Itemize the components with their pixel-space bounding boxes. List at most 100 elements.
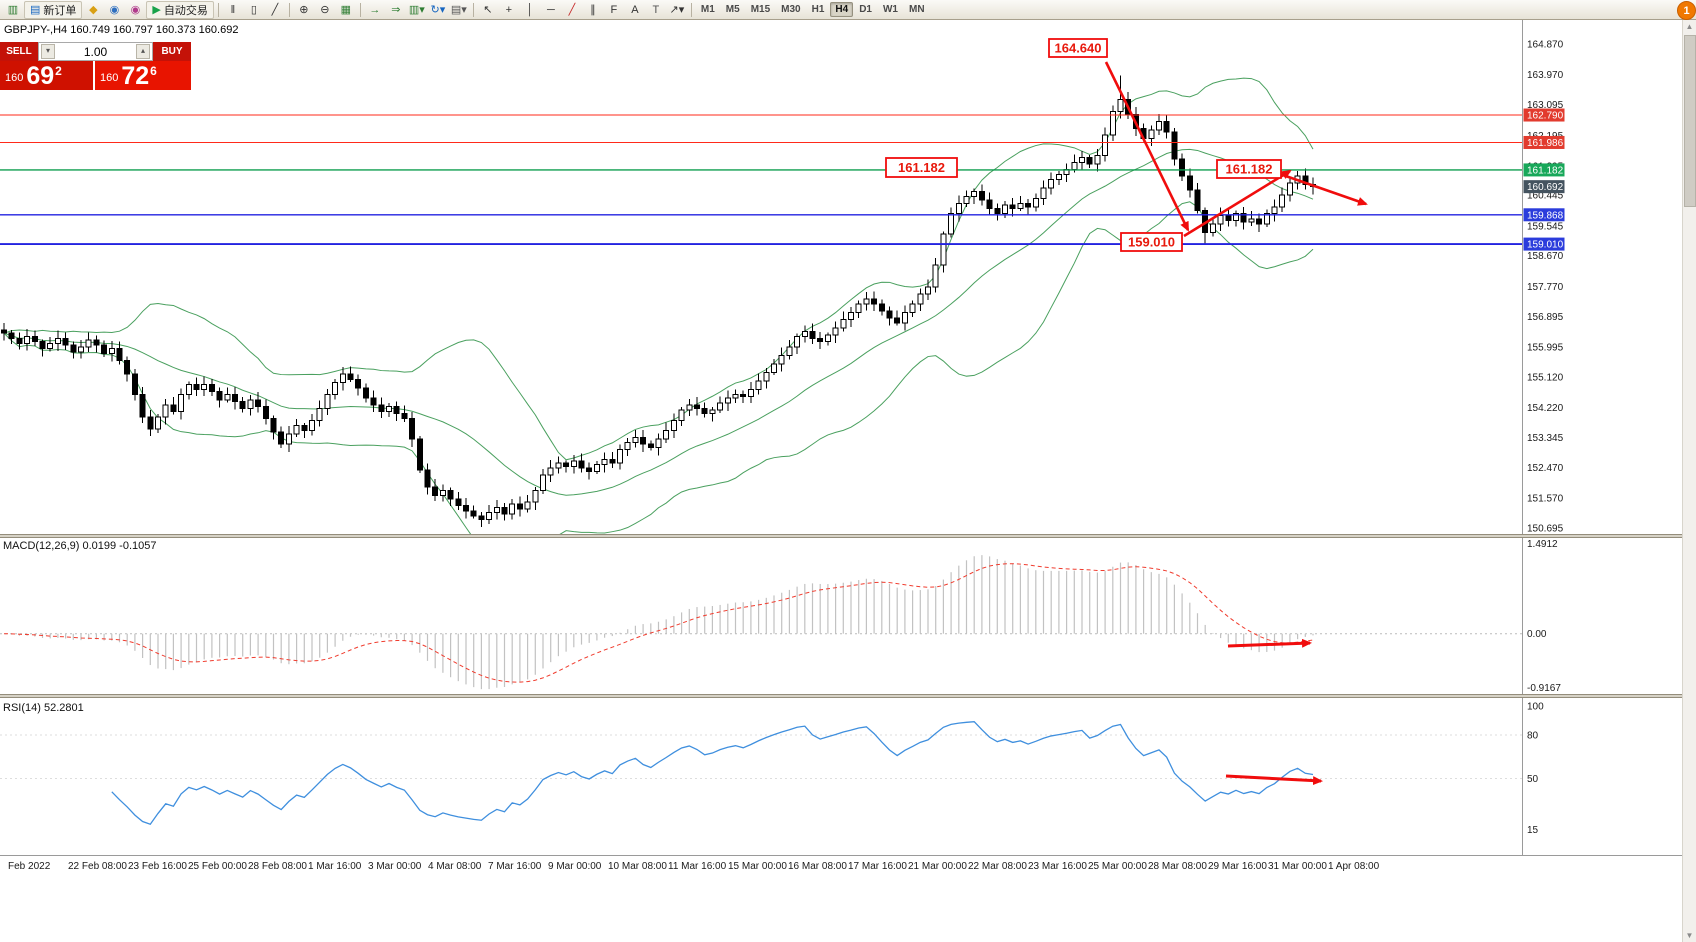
text-icon[interactable]: A [625,1,645,19]
autoscroll-icon-glyph: → [369,3,381,16]
svg-text:50: 50 [1527,774,1539,785]
horizontal-level-lines[interactable] [0,114,1522,245]
label-icon[interactable]: T [646,1,666,19]
sell-price-pips: 69 [26,62,55,90]
crosshair-icon[interactable]: + [499,1,519,19]
trend-arrow[interactable] [1227,638,1312,648]
price-axis: 164.870163.970163.095162.195161.295160.4… [1523,40,1565,535]
trendline-icon[interactable]: ╱ [562,1,582,19]
profiles-icon[interactable]: ▤▾ [449,1,469,19]
label-icon-glyph: T [652,3,660,16]
scrollbar-up-button[interactable]: ▲ [1685,22,1694,31]
symbol-ohlc-line: GBPJPY-,H4 160.749 160.797 160.373 160.6… [4,24,239,36]
arrows-icon[interactable]: ↗▾ [667,1,687,19]
timeframe-w1-button[interactable]: W1 [882,4,898,15]
cursor-icon[interactable]: ↖ [478,1,498,19]
buy-price-figure: 160 [100,72,119,84]
signals-icon[interactable]: ◉ [104,1,124,19]
svg-text:158.670: 158.670 [1527,251,1564,262]
svg-text:163.970: 163.970 [1527,70,1564,81]
annotation-layer[interactable]: 164.640 161.182 161.182 159.010 [885,38,1368,786]
timeframe-m15-button[interactable]: M15 [750,4,771,15]
svg-text:0.00: 0.00 [1527,629,1547,640]
svg-text:-0.9167: -0.9167 [1527,683,1561,694]
timeframe-m30-button[interactable]: M30 [781,4,801,15]
buy-price-panel[interactable]: 160 72 6 [95,61,191,90]
chart-shift-icon[interactable]: ⇒ [386,1,406,19]
vertical-scrollbar[interactable]: ▲ ▼ [1682,20,1696,942]
horizontal-line-icon[interactable]: ─ [541,1,561,19]
timeframe-m1-button[interactable]: M1 [700,4,715,15]
new-chart-icon[interactable]: ▥ [3,1,23,19]
price-label-box[interactable] [1048,38,1108,58]
svg-text:RSI(14) 52.2801: RSI(14) 52.2801 [3,702,84,714]
toolbar-separator [690,2,692,17]
price-label-box[interactable] [885,157,958,178]
community-icon[interactable]: ◉ [125,1,145,19]
svg-text:11 Mar 16:00: 11 Mar 16:00 [668,861,727,872]
lot-size-field[interactable]: ▾ 1.00 ▴ [38,42,153,61]
timeframe-h1-button[interactable]: H1 [811,4,825,15]
sell-price-figure: 160 [5,72,24,84]
autotrading-button[interactable]: ▶ 自动交易 [146,0,214,19]
bar-chart-icon[interactable]: ‖ [223,1,243,19]
cursor-icon-glyph: ↖ [483,3,493,16]
svg-text:1.4912: 1.4912 [1527,539,1558,550]
market-icon[interactable]: ◆ [83,1,103,19]
cycle-charts-icon-glyph: ↻▾ [430,3,446,16]
timeframe-mn-button[interactable]: MN [908,4,925,15]
trend-arrow[interactable] [1225,774,1323,786]
fibonacci-icon[interactable]: F [604,1,624,19]
vertical-line-icon[interactable]: │ [520,1,540,19]
sell-price-panel[interactable]: 160 69 2 [0,61,93,90]
candlestick-chart-icon[interactable]: ▯ [244,1,264,19]
svg-text:1 Apr 08:00: 1 Apr 08:00 [1328,861,1380,872]
rsi-panel: RSI(14) 52.2801 100 80 50 15 [0,702,1544,836]
lot-increase-button[interactable]: ▴ [135,44,150,59]
timeframe-h4-button[interactable]: H4 [830,2,854,17]
svg-text:150.695: 150.695 [1527,524,1564,535]
trend-arrow[interactable] [1183,169,1292,238]
bar-chart-icon-glyph: ‖ [230,3,236,16]
price-label-box[interactable] [1120,232,1183,252]
svg-text:80: 80 [1527,731,1539,742]
svg-text:16 Mar 08:00: 16 Mar 08:00 [788,861,847,872]
svg-text:15 Mar 00:00: 15 Mar 00:00 [728,861,787,872]
zoom-out-icon[interactable]: ⊖ [315,1,335,19]
timeframe-m5-button[interactable]: M5 [725,4,740,15]
trend-arrow[interactable] [1279,172,1368,206]
lot-decrease-button[interactable]: ▾ [41,44,55,59]
toolbar-separator [288,2,290,17]
svg-text:161.182: 161.182 [1527,165,1564,176]
scrollbar-down-button[interactable]: ▼ [1685,931,1694,940]
autoscroll-icon[interactable]: → [365,1,385,19]
svg-text:22 Feb 08:00: 22 Feb 08:00 [68,861,127,872]
price-label-box[interactable] [1216,159,1282,179]
tile-windows-icon-glyph: ▦ [340,3,352,16]
svg-text:22 Mar 08:00: 22 Mar 08:00 [968,861,1027,872]
new-chart-dropdown-icon[interactable]: ▥▾ [407,1,427,19]
tile-windows-icon[interactable]: ▦ [336,1,356,19]
buy-price-point: 6 [150,64,157,78]
line-chart-icon-glyph: ╱ [271,3,279,16]
timeframe-d1-button[interactable]: D1 [859,4,872,15]
cycle-charts-icon[interactable]: ↻▾ [428,1,448,19]
sell-price-point: 2 [55,64,62,78]
zoom-in-icon[interactable]: ⊕ [294,1,314,19]
new-order-button[interactable]: ▤ 新订单 [24,0,83,19]
notification-badge[interactable]: 1 [1677,1,1696,20]
trendline-icon-glyph: ╱ [568,3,576,16]
trend-arrow[interactable] [1104,61,1190,232]
buy-button[interactable]: BUY [153,42,191,61]
line-chart-icon[interactable]: ╱ [265,1,285,19]
crosshair-icon-glyph: + [505,3,513,16]
channel-icon[interactable]: ∥ [583,1,603,19]
svg-text:157.770: 157.770 [1527,282,1564,293]
svg-text:MACD(12,26,9) 0.0199 -0.1057: MACD(12,26,9) 0.0199 -0.1057 [3,540,156,552]
scrollbar-thumb[interactable] [1684,35,1696,207]
sell-button[interactable]: SELL [0,42,38,61]
channel-icon-glyph: ∥ [590,3,596,16]
fibonacci-icon-glyph: F [610,3,618,16]
toolbar-separator [359,2,361,17]
